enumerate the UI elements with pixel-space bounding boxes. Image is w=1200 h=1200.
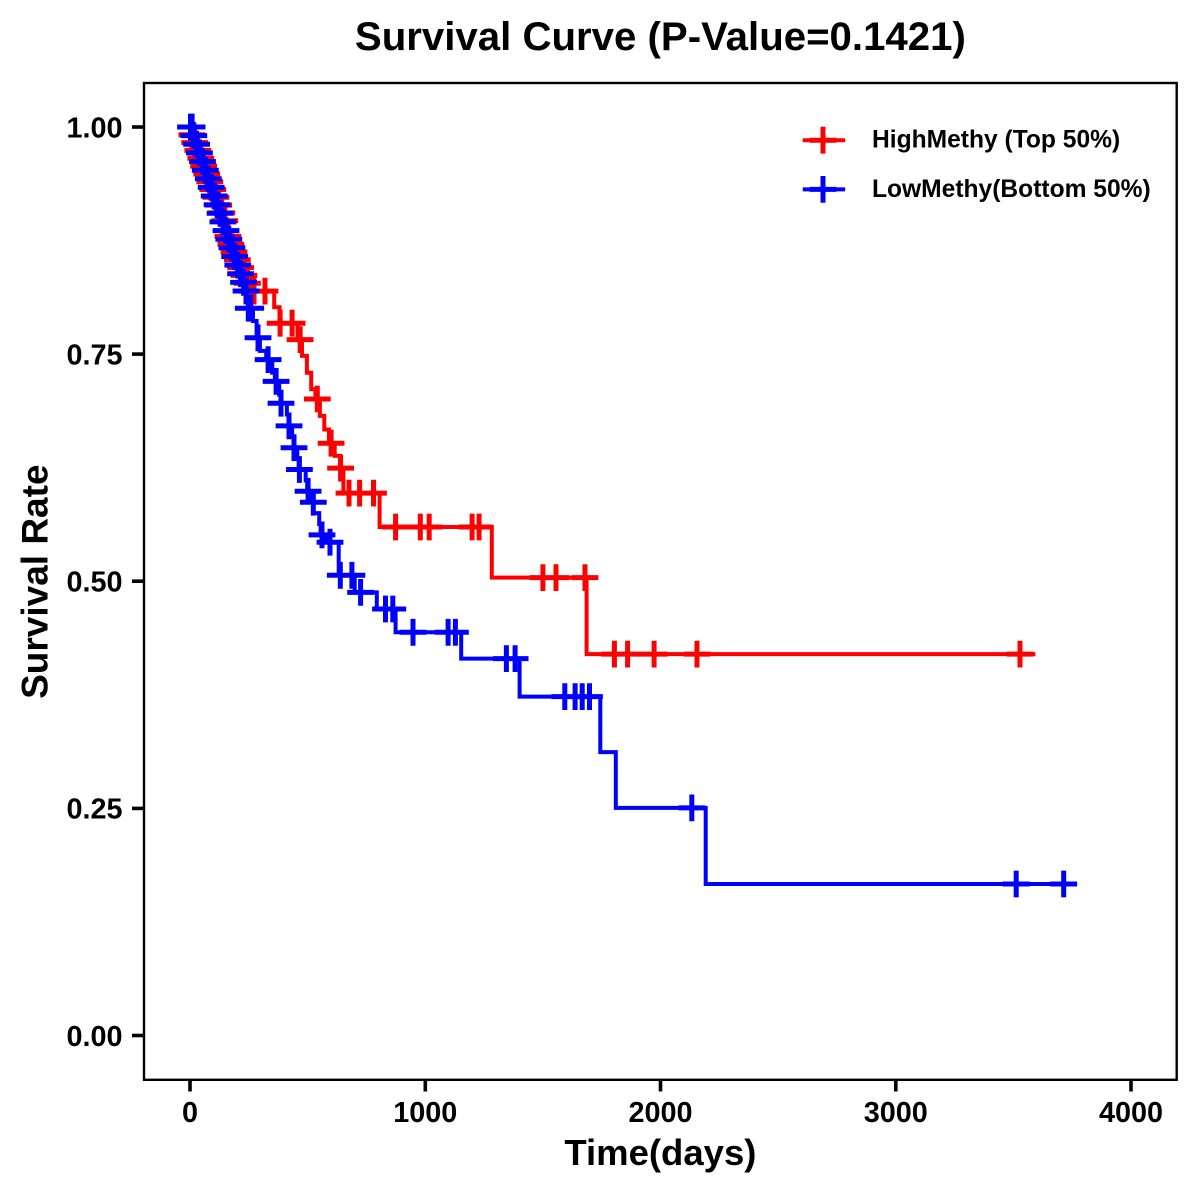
svg-text:3000: 3000 [864,1097,928,1129]
svg-text:2000: 2000 [628,1097,692,1129]
svg-text:0.50: 0.50 [66,567,122,599]
svg-text:Survival Curve (P-Value=0.1421: Survival Curve (P-Value=0.1421) [355,14,966,59]
svg-text:0.75: 0.75 [66,339,122,371]
svg-text:LowMethy(Bottom 50%): LowMethy(Bottom 50%) [872,176,1151,203]
svg-text:1.00: 1.00 [66,112,122,144]
svg-text:HighMethy (Top 50%): HighMethy (Top 50%) [872,127,1120,154]
svg-text:0.25: 0.25 [66,794,122,826]
svg-text:1000: 1000 [393,1097,457,1129]
svg-text:4000: 4000 [1099,1097,1163,1129]
svg-text:Survival Rate: Survival Rate [15,464,56,698]
svg-text:Time(days): Time(days) [564,1132,756,1173]
svg-text:0.00: 0.00 [66,1021,122,1053]
svg-text:0: 0 [182,1097,198,1129]
